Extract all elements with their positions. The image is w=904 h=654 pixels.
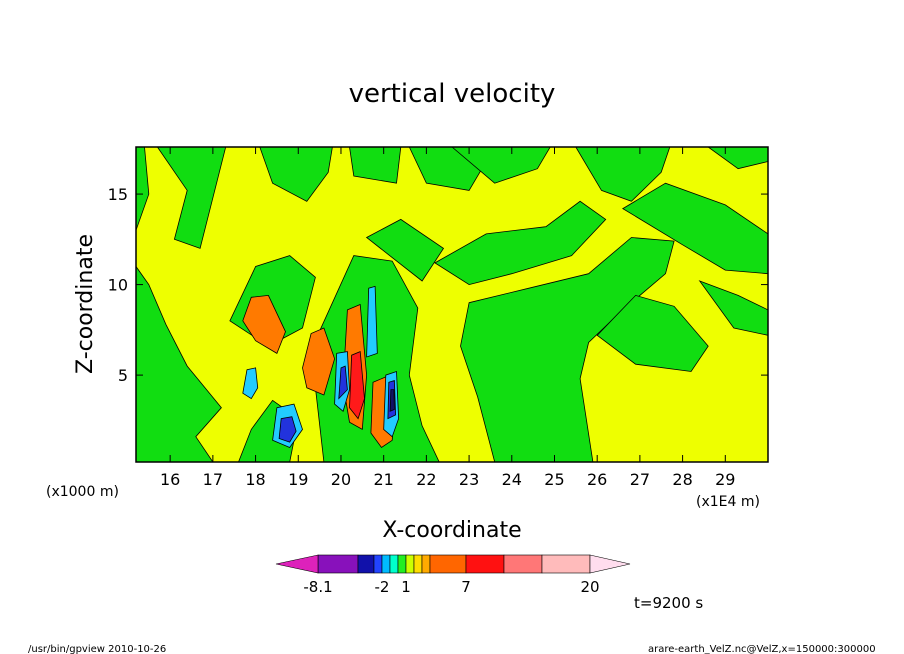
contour-region <box>156 147 227 249</box>
x-axis-label: X-coordinate <box>382 518 521 543</box>
chart-title: vertical velocity <box>349 79 556 109</box>
colorbar-tick-label: -2 <box>375 578 390 596</box>
x-tick-label: 27 <box>630 470 650 489</box>
contour-region <box>389 389 395 412</box>
colorbar-segment <box>413 554 423 574</box>
colorbar-segment <box>421 554 431 574</box>
x-tick-label: 22 <box>416 470 436 489</box>
colorbar-segment <box>397 554 407 574</box>
footer-right: arare-earth_VelZ.nc@VelZ,x=150000:300000 <box>648 644 876 654</box>
contour-region <box>622 182 768 275</box>
contour-region <box>302 327 336 396</box>
contour-region <box>365 218 445 282</box>
plot-area <box>136 147 768 462</box>
y-tick-label: 15 <box>108 185 128 204</box>
contour-region <box>434 200 607 286</box>
x-tick-label: 23 <box>459 470 479 489</box>
colorbar-segment <box>357 554 375 574</box>
contour-fill <box>136 147 768 462</box>
contour-region <box>349 351 365 420</box>
y-axis: 5 10 15 <box>108 185 768 385</box>
colorbar-segment <box>429 554 467 574</box>
y-unit-note: (x1000 m) <box>46 484 119 500</box>
colorbar-segment <box>465 554 505 574</box>
contour-region <box>242 294 286 354</box>
y-tick-label: 10 <box>108 276 128 295</box>
contour-region <box>338 365 348 400</box>
colorbar-tick-label: -8.1 <box>303 578 332 596</box>
colorbar-segment <box>503 554 543 574</box>
colorbar-right-arrow <box>589 554 631 574</box>
colorbar-segment <box>405 554 415 574</box>
footer-left: /usr/bin/gpview 2010-10-26 <box>28 644 166 654</box>
contour-region <box>136 147 150 231</box>
x-unit-note: (x1E4 m) <box>696 494 760 510</box>
colorbar-tick-label: 7 <box>461 578 471 596</box>
x-tick-label: 24 <box>502 470 522 489</box>
x-tick-label: 20 <box>331 470 351 489</box>
contour-region <box>349 147 402 184</box>
contour-region <box>698 280 768 336</box>
colorbar-tick-label: 1 <box>401 578 411 596</box>
contour-region <box>278 416 297 443</box>
x-tick-label: 26 <box>587 470 607 489</box>
colorbar-segment <box>373 554 383 574</box>
colorbar-segment <box>541 554 591 574</box>
x-tick-label: 29 <box>715 470 735 489</box>
plot-frame <box>135 146 769 463</box>
colorbar-tick-label: 20 <box>580 578 599 596</box>
colorbar-segment <box>381 554 391 574</box>
contour-region <box>136 265 222 462</box>
x-tick-label: 21 <box>373 470 393 489</box>
contour-region <box>451 147 551 184</box>
x-tick-label: 25 <box>544 470 564 489</box>
contour-region <box>242 367 259 400</box>
contour-region <box>259 147 333 202</box>
x-tick-label: 28 <box>672 470 692 489</box>
x-tick-label: 16 <box>160 470 180 489</box>
time-label: t=9200 s <box>634 594 703 612</box>
x-axis: 16 17 18 19 20 21 22 23 24 25 26 27 28 29 <box>160 147 735 489</box>
contour-region <box>596 294 709 372</box>
x-tick-label: 18 <box>245 470 265 489</box>
y-axis-label: Z-coordinate <box>73 234 98 374</box>
contour-region <box>575 147 671 202</box>
colorbar: -8.1 -2 1 7 20 <box>275 554 631 596</box>
colorbar-left-arrow <box>275 554 319 574</box>
contour-region <box>366 285 378 358</box>
x-tick-label: 19 <box>288 470 308 489</box>
colorbar-segment <box>389 554 399 574</box>
y-tick-label: 5 <box>118 366 128 385</box>
x-tick-label: 17 <box>203 470 223 489</box>
contour-region <box>707 147 768 170</box>
colorbar-segment <box>317 554 359 574</box>
